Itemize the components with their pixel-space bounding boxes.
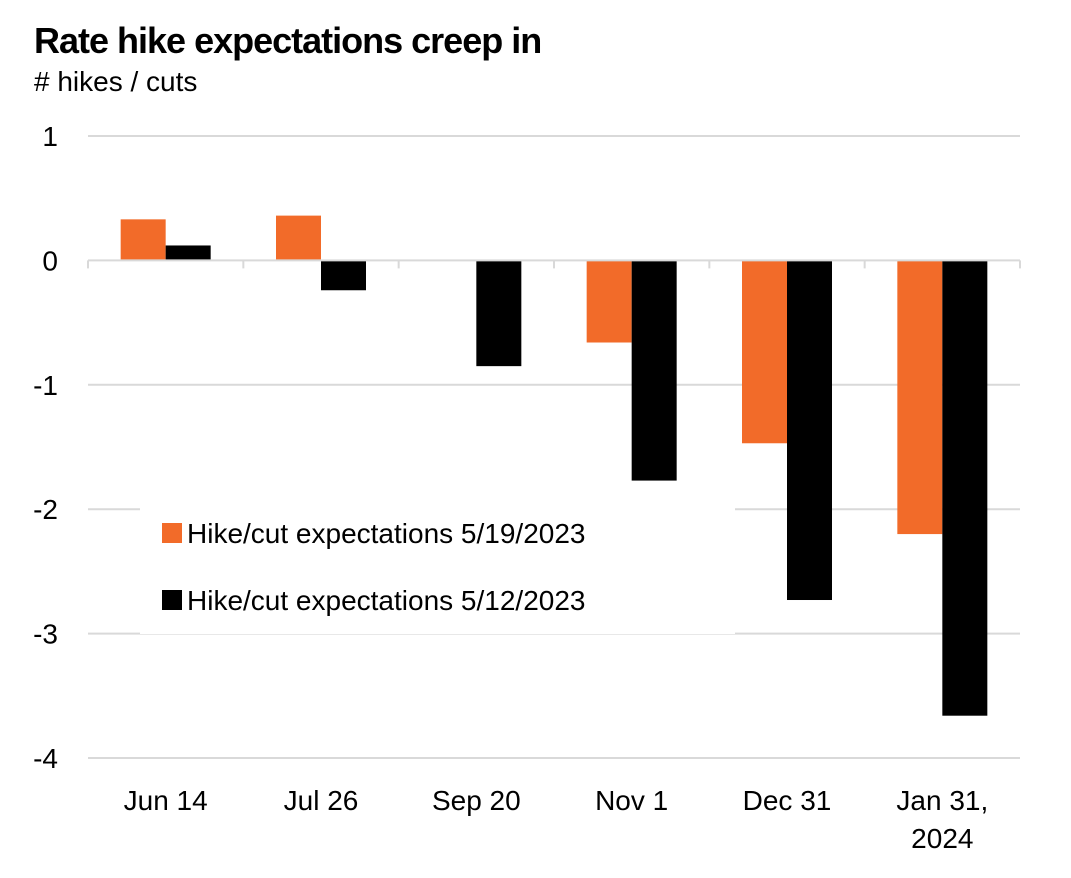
y-tick-label: 1: [42, 121, 58, 152]
legend-swatch: [162, 523, 182, 543]
y-tick-label: -4: [33, 743, 58, 774]
y-tick-label: -1: [33, 370, 58, 401]
bars: [120, 215, 988, 716]
x-tick-label: Jul 26: [284, 785, 359, 816]
x-tick-label: Nov 1: [595, 785, 668, 816]
gridlines: [88, 135, 1020, 759]
bar-series-2: [476, 260, 522, 367]
x-tick-label: Sep 20: [432, 785, 521, 816]
x-axis-ticks: Jun 14 Jul 26 Sep 20 Nov 1 Dec 31 Jan 31, 2024: [124, 785, 989, 854]
x-axis: [87, 259, 1021, 269]
x-tick-label: Dec 31: [743, 785, 832, 816]
bar-series-1: [276, 215, 321, 261]
bar-series-1: [897, 260, 943, 535]
chart-subtitle: # hikes / cuts: [34, 66, 198, 97]
y-axis-ticks: 1 0 -1 -2 -3 -4: [33, 121, 58, 774]
bar-series-1: [586, 260, 632, 343]
y-tick-label: -2: [33, 494, 58, 525]
legend-background: [140, 500, 735, 634]
bar-series-1: [120, 219, 166, 261]
legend-label: Hike/cut expectations 5/19/2023: [187, 518, 585, 549]
x-tick-label: Jun 14: [124, 785, 208, 816]
bar-series-2: [321, 260, 366, 291]
bar-series-2: [787, 260, 832, 601]
chart-title: Rate hike expectations creep in: [34, 20, 542, 61]
y-tick-label: -3: [33, 619, 58, 650]
bar-series-2: [165, 245, 211, 261]
bar-series-1: [742, 260, 787, 444]
y-tick-label: 0: [42, 245, 58, 276]
x-tick-label: Jan 31, 2024: [896, 785, 988, 854]
bar-series-2: [631, 260, 677, 481]
legend-swatch: [162, 590, 182, 610]
legend-label: Hike/cut expectations 5/12/2023: [187, 585, 585, 616]
bar-series-2: [942, 260, 988, 716]
legend: Hike/cut expectations 5/19/2023 Hike/cut …: [140, 500, 735, 634]
